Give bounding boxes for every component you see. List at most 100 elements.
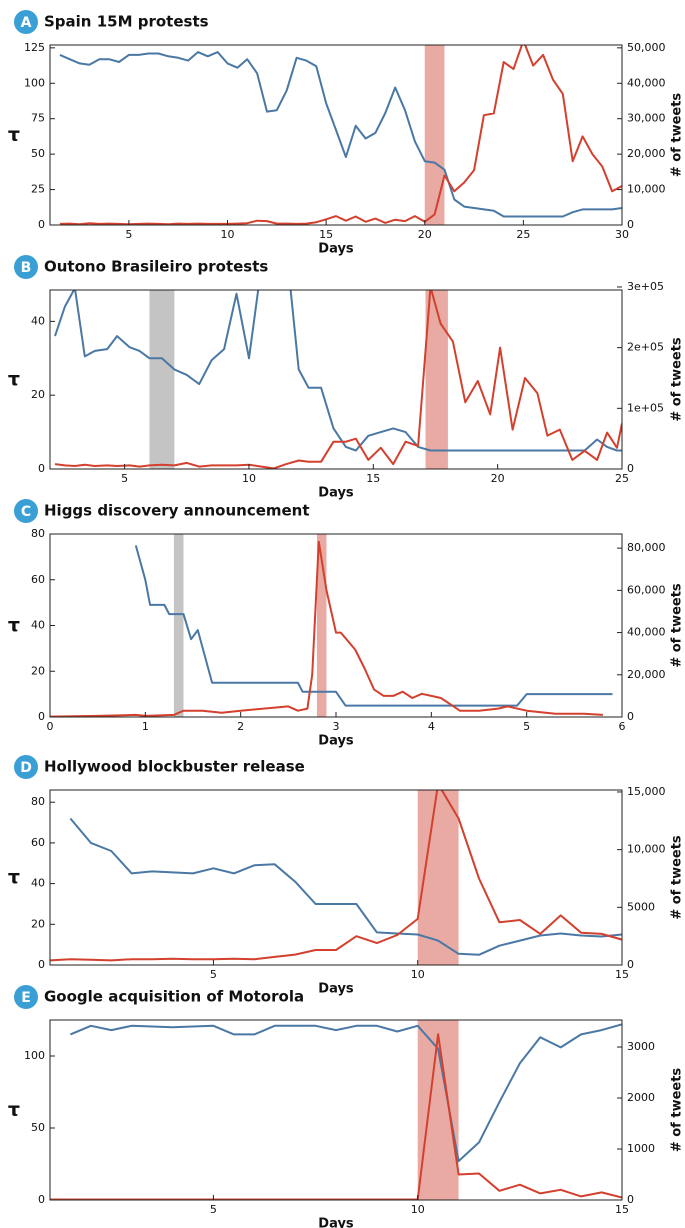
panel-letter: C: [21, 504, 31, 520]
x-tick-label: 20: [491, 472, 505, 485]
plot-area: [50, 534, 613, 717]
y2-tick-label: 50,000: [627, 41, 666, 54]
y-tick-label: 0: [38, 710, 45, 723]
y-tick-label: 50: [31, 1121, 45, 1134]
series-line: [50, 790, 622, 962]
y2-axis-label: # of tweets: [670, 835, 685, 920]
highlight-band: [173, 534, 184, 717]
y-axis-label: τ: [8, 866, 20, 888]
y-tick-label: 0: [38, 462, 45, 475]
highlight-band: [417, 1020, 459, 1200]
y-tick-label: 40: [31, 877, 45, 890]
highlight-band: [424, 45, 445, 225]
y2-tick-label: 60,000: [627, 583, 666, 596]
series-line: [70, 1023, 622, 1163]
y-tick-label: 60: [31, 836, 45, 849]
y-tick-label: 100: [24, 76, 45, 89]
y-tick-label: 80: [31, 795, 45, 808]
x-axis-label: Days: [318, 242, 354, 257]
x-tick-label: 25: [615, 472, 629, 485]
panel-letter: B: [21, 260, 32, 276]
y2-axis-label: # of tweets: [670, 583, 685, 668]
x-tick-label: 1: [142, 720, 149, 733]
y2-tick-label: 0: [627, 218, 634, 231]
x-axis-label: Days: [318, 982, 354, 997]
x-tick-label: 5: [210, 1203, 217, 1216]
series-line: [50, 1033, 622, 1200]
x-tick-label: 5: [121, 472, 128, 485]
y2-tick-label: 3e+05: [627, 280, 664, 293]
highlight-band: [425, 290, 448, 469]
x-tick-label: 3: [333, 720, 340, 733]
y2-tick-label: 5000: [627, 900, 655, 913]
highlight-band: [149, 290, 175, 469]
x-tick-label: 2: [237, 720, 244, 733]
x-axis-label: Days: [318, 486, 354, 501]
y-tick-label: 40: [31, 619, 45, 632]
panel-title: Spain 15M protests: [44, 13, 209, 31]
x-tick-label: 5: [210, 968, 217, 981]
series-line: [54, 290, 622, 469]
panel-title: Hollywood blockbuster release: [44, 758, 305, 776]
x-tick-label: 10: [411, 968, 425, 981]
panel-badge: [14, 985, 38, 1009]
x-tick-label: 15: [366, 472, 380, 485]
panel-badge: [14, 499, 38, 523]
series-line: [54, 290, 622, 452]
y2-tick-label: 1000: [627, 1142, 655, 1155]
plot-area: [59, 45, 622, 225]
x-tick-label: 5: [125, 228, 132, 241]
plot-frame: [49, 289, 623, 470]
panel-badge: [14, 10, 38, 34]
x-tick-label: 20: [418, 228, 432, 241]
y-tick-label: 40: [31, 314, 45, 327]
plot-frame: [49, 533, 623, 718]
y-tick-label: 125: [24, 41, 45, 54]
y2-tick-label: 20,000: [627, 147, 666, 160]
x-tick-label: 10: [221, 228, 235, 241]
plot-frame: [49, 1019, 623, 1201]
x-tick-label: 5: [523, 720, 530, 733]
y-tick-label: 60: [31, 573, 45, 586]
panel-title: Outono Brasileiro protests: [44, 258, 268, 276]
series-line: [59, 51, 622, 218]
y-tick-label: 20: [31, 664, 45, 677]
y-tick-label: 75: [31, 112, 45, 125]
plot-frame: [49, 789, 623, 966]
panel-badge: [14, 755, 38, 779]
y2-tick-label: 0: [627, 1193, 634, 1206]
panel-title: Google acquisition of Motorola: [44, 988, 304, 1006]
x-tick-label: 6: [619, 720, 626, 733]
series-line: [50, 540, 603, 717]
panel-title: Higgs discovery announcement: [44, 502, 310, 520]
highlight-band: [316, 534, 327, 717]
y-tick-label: 100: [24, 1049, 45, 1062]
y2-tick-label: 2e+05: [627, 341, 664, 354]
panel-letter: A: [21, 15, 32, 31]
y-axis-label: τ: [8, 614, 20, 636]
y-tick-label: 0: [38, 218, 45, 231]
x-axis-label: Days: [318, 1217, 354, 1228]
plot-frame: [49, 44, 623, 226]
y2-tick-label: 3000: [627, 1040, 655, 1053]
plot-area: [50, 790, 622, 965]
x-tick-label: 10: [242, 472, 256, 485]
y2-tick-label: 1e+05: [627, 401, 664, 414]
y2-tick-label: 2000: [627, 1091, 655, 1104]
y2-tick-label: 80,000: [627, 541, 666, 554]
y2-tick-label: 10,000: [627, 843, 666, 856]
y2-tick-label: 30,000: [627, 112, 666, 125]
y-tick-label: 20: [31, 917, 45, 930]
series-line: [69, 817, 622, 956]
x-tick-label: 25: [516, 228, 530, 241]
panel-letter: E: [21, 990, 31, 1006]
x-tick-label: 4: [428, 720, 435, 733]
y2-tick-label: 40,000: [627, 626, 666, 639]
x-tick-label: 10: [411, 1203, 425, 1216]
panel: C Higgs discovery announcement 0 1 2 3 4 5 60 20 4…: [8, 499, 685, 749]
